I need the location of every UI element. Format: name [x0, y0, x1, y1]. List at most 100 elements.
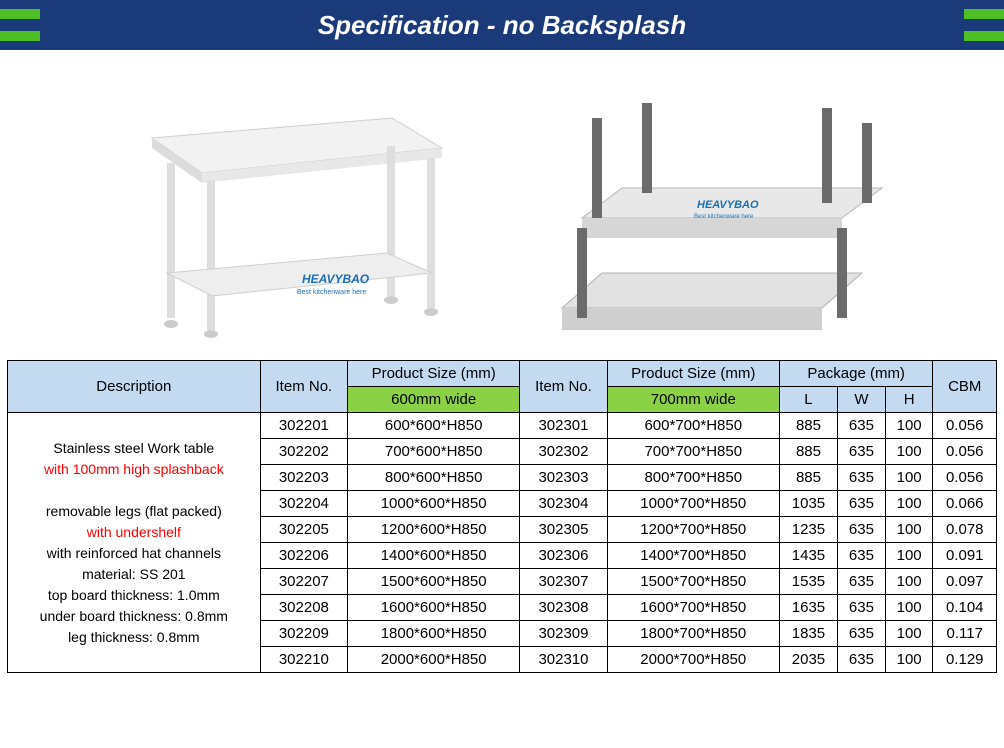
spec-table: Description Item No. Product Size (mm) I… — [7, 360, 997, 673]
cell-h: 100 — [885, 595, 933, 621]
cell-cbm: 0.104 — [933, 595, 997, 621]
product-image-flatpack: HEAVYBAO Best kitchenware here — [522, 70, 902, 345]
cell-size2: 600*700*H850 — [607, 413, 779, 439]
description-line: with reinforced hat channels — [14, 543, 254, 564]
cell-item2: 302305 — [520, 517, 607, 543]
cell-w: 635 — [838, 543, 886, 569]
cell-w: 635 — [838, 491, 886, 517]
cell-cbm: 0.129 — [933, 647, 997, 673]
table-row: Stainless steel Work tablewith 100mm hig… — [8, 413, 997, 439]
cell-cbm: 0.056 — [933, 465, 997, 491]
col-pkg-l: L — [779, 387, 837, 413]
cell-item2: 302301 — [520, 413, 607, 439]
page-header: Specification - no Backsplash — [0, 0, 1004, 50]
cell-cbm: 0.056 — [933, 439, 997, 465]
cell-h: 100 — [885, 647, 933, 673]
col-description: Description — [8, 361, 261, 413]
cell-l: 885 — [779, 413, 837, 439]
cell-w: 635 — [838, 621, 886, 647]
description-line: with 100mm high splashback — [14, 459, 254, 480]
cell-size1: 700*600*H850 — [348, 439, 520, 465]
cell-item1: 302202 — [260, 439, 347, 465]
brand-logo-text: HEAVYBAO — [302, 272, 370, 286]
col-product-size-2: Product Size (mm) — [607, 361, 779, 387]
cell-size2: 1000*700*H850 — [607, 491, 779, 517]
cell-h: 100 — [885, 439, 933, 465]
col-cbm: CBM — [933, 361, 997, 413]
cell-item1: 302204 — [260, 491, 347, 517]
cell-l: 1835 — [779, 621, 837, 647]
cell-w: 635 — [838, 465, 886, 491]
cell-item2: 302310 — [520, 647, 607, 673]
cell-l: 1635 — [779, 595, 837, 621]
product-images-row: HEAVYBAO Best kitchenware here HEAVYBAO … — [0, 50, 1004, 360]
cell-item2: 302309 — [520, 621, 607, 647]
description-line: Stainless steel Work table — [14, 438, 254, 459]
cell-size1: 1400*600*H850 — [348, 543, 520, 569]
col-pkg-h: H — [885, 387, 933, 413]
cell-h: 100 — [885, 465, 933, 491]
description-line: top board thickness: 1.0mm — [14, 585, 254, 606]
cell-w: 635 — [838, 439, 886, 465]
cell-cbm: 0.091 — [933, 543, 997, 569]
cell-w: 635 — [838, 647, 886, 673]
description-line: under board thickness: 0.8mm — [14, 606, 254, 627]
header-accent-left — [0, 0, 40, 50]
cell-l: 1235 — [779, 517, 837, 543]
cell-h: 100 — [885, 569, 933, 595]
description-line: material: SS 201 — [14, 564, 254, 585]
col-item-no-2: Item No. — [520, 361, 607, 413]
cell-l: 1535 — [779, 569, 837, 595]
cell-item1: 302210 — [260, 647, 347, 673]
brand-logo-text-2: HEAVYBAO — [697, 199, 759, 211]
cell-item2: 302306 — [520, 543, 607, 569]
cell-size1: 1800*600*H850 — [348, 621, 520, 647]
cell-size2: 1500*700*H850 — [607, 569, 779, 595]
cell-size1: 1000*600*H850 — [348, 491, 520, 517]
cell-cbm: 0.066 — [933, 491, 997, 517]
cell-size1: 1200*600*H850 — [348, 517, 520, 543]
description-line: removable legs (flat packed) — [14, 501, 254, 522]
cell-w: 635 — [838, 517, 886, 543]
cell-size1: 1500*600*H850 — [348, 569, 520, 595]
col-sub-700: 700mm wide — [607, 387, 779, 413]
cell-item1: 302203 — [260, 465, 347, 491]
cell-w: 635 — [838, 569, 886, 595]
cell-h: 100 — [885, 517, 933, 543]
description-line: leg thickness: 0.8mm — [14, 627, 254, 648]
cell-item2: 302304 — [520, 491, 607, 517]
cell-item2: 302302 — [520, 439, 607, 465]
cell-h: 100 — [885, 621, 933, 647]
cell-size2: 1200*700*H850 — [607, 517, 779, 543]
cell-h: 100 — [885, 491, 933, 517]
cell-item1: 302208 — [260, 595, 347, 621]
cell-size2: 800*700*H850 — [607, 465, 779, 491]
col-product-size-1: Product Size (mm) — [348, 361, 520, 387]
page-title: Specification - no Backsplash — [318, 10, 686, 40]
cell-size1: 1600*600*H850 — [348, 595, 520, 621]
cell-cbm: 0.078 — [933, 517, 997, 543]
cell-h: 100 — [885, 543, 933, 569]
col-item-no-1: Item No. — [260, 361, 347, 413]
cell-w: 635 — [838, 413, 886, 439]
cell-size2: 1800*700*H850 — [607, 621, 779, 647]
cell-item1: 302207 — [260, 569, 347, 595]
cell-cbm: 0.117 — [933, 621, 997, 647]
product-image-assembled: HEAVYBAO Best kitchenware here — [102, 70, 482, 345]
cell-item1: 302201 — [260, 413, 347, 439]
col-sub-600: 600mm wide — [348, 387, 520, 413]
col-package: Package (mm) — [779, 361, 933, 387]
cell-size1: 2000*600*H850 — [348, 647, 520, 673]
cell-l: 885 — [779, 465, 837, 491]
cell-l: 2035 — [779, 647, 837, 673]
description-cell: Stainless steel Work tablewith 100mm hig… — [8, 413, 261, 673]
cell-l: 1035 — [779, 491, 837, 517]
description-line: with undershelf — [14, 522, 254, 543]
cell-l: 1435 — [779, 543, 837, 569]
cell-size2: 2000*700*H850 — [607, 647, 779, 673]
cell-item2: 302307 — [520, 569, 607, 595]
cell-size1: 600*600*H850 — [348, 413, 520, 439]
cell-l: 885 — [779, 439, 837, 465]
cell-cbm: 0.097 — [933, 569, 997, 595]
cell-item1: 302206 — [260, 543, 347, 569]
